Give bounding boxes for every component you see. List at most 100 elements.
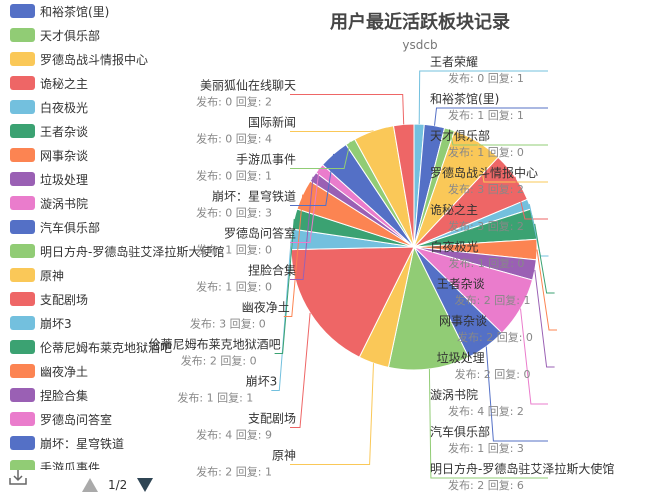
legend-item[interactable]: 手游瓜事件: [10, 457, 100, 470]
legend-item[interactable]: 明日方舟-罗德岛驻艾泽拉斯大使馆: [10, 241, 224, 261]
legend-item[interactable]: 汽车俱乐部: [10, 217, 100, 237]
legend-swatch: [10, 148, 35, 162]
legend-item[interactable]: 天才俱乐部: [10, 25, 100, 45]
legend-swatch: [10, 268, 35, 282]
legend-item[interactable]: 幽夜净土: [10, 361, 88, 381]
slice-name-label: 王者荣耀: [430, 55, 478, 69]
label-leader-line: [290, 130, 374, 132]
slice-value-label: 发布: 1 回复: 1: [448, 108, 524, 122]
legend-pager: 1/2: [82, 478, 154, 492]
legend-item[interactable]: 崩坏：星穹铁道: [10, 433, 124, 453]
slice-name-label: 诡秘之主: [430, 203, 478, 217]
label-leader-line: [485, 346, 548, 442]
legend-item[interactable]: 垃圾处理: [10, 169, 88, 189]
legend-swatch: [10, 316, 35, 330]
slice-name-label: 国际新闻: [248, 115, 296, 130]
slice-value-label: 发布: 2 回复: 6: [448, 478, 524, 492]
legend-label: 明日方舟-罗德岛驻艾泽拉斯大使馆: [40, 244, 225, 259]
label-leader-line: [290, 141, 351, 169]
slice-name-label: 手游瓜事件: [236, 153, 296, 167]
slice-value-label: 发布: 1 回复: 0: [449, 256, 525, 270]
legend-label: 汽车俱乐部: [40, 220, 101, 235]
legend-item[interactable]: 崩坏3: [10, 313, 72, 333]
slice-name-label: 明日方舟-罗德岛驻艾泽拉斯大使馆: [430, 461, 614, 476]
label-leader-line: [271, 239, 292, 391]
slice-name-label: 和裕茶馆(里): [430, 91, 499, 106]
legend: 和裕茶馆(里) 天才俱乐部罗德岛战斗情报中心 诡秘之主白夜极光王者杂谈网事杂谈垃圾处…: [10, 0, 230, 470]
pie-slice[interactable]: [387, 245, 470, 371]
slice-value-label: 发布: 3 回复: 2: [448, 219, 524, 233]
legend-item[interactable]: 罗德岛战斗情报中心: [10, 49, 148, 69]
pie-slice[interactable]: [392, 123, 415, 248]
legend-page-indicator: 1/2: [108, 478, 128, 492]
slice-value-label: 发布: 2 回复: 0: [181, 354, 257, 368]
slice-value-label: 发布: 3 回复: 0: [190, 317, 266, 331]
label-leader-line: [290, 312, 311, 428]
slice-name-label: 汽车俱乐部: [430, 424, 490, 439]
label-leader-line: [290, 176, 314, 280]
legend-swatch: [10, 100, 35, 114]
legend-label: 网事杂谈: [40, 148, 89, 163]
legend-item[interactable]: 和裕茶馆(里): [10, 1, 109, 21]
slice-value-label: 发布: 0 回复: 1: [196, 169, 272, 183]
slice-name-label: 白夜极光: [431, 239, 479, 254]
legend-item[interactable]: 诡秘之主: [10, 73, 88, 93]
label-leader-line: [520, 308, 548, 405]
legend-item[interactable]: 王者杂谈: [10, 121, 88, 141]
label-leader-line: [534, 223, 555, 294]
label-leader-line: [514, 176, 548, 220]
label-leader-line: [283, 194, 304, 317]
legend-label: 白夜极光: [40, 100, 89, 115]
legend-page-up-icon[interactable]: [82, 478, 98, 492]
legend-swatch: [10, 412, 35, 426]
legend-swatch: [10, 52, 35, 66]
slice-name-label: 伦蒂尼姆布莱克地狱酒吧: [149, 337, 281, 352]
slice-value-label: 发布: 2 回复: 0: [457, 330, 533, 344]
download-icon[interactable]: [8, 468, 28, 486]
slice-name-label: 天才俱乐部: [430, 128, 490, 143]
legend-item[interactable]: 支配剧场: [10, 289, 88, 309]
label-leader-line: [418, 70, 548, 125]
legend-swatch: [10, 244, 35, 258]
legend-label: 原神: [40, 268, 65, 283]
slice-name-label: 幽夜净土: [242, 300, 290, 315]
slice-name-label: 垃圾处理: [437, 350, 485, 365]
legend-label: 漩涡书院: [40, 196, 89, 211]
legend-label: 伦蒂尼姆布莱克地狱酒吧: [40, 340, 173, 355]
legend-swatch: [10, 196, 35, 210]
legend-label: 罗德岛问答室: [40, 412, 113, 427]
label-leader-line: [290, 153, 335, 206]
legend-swatch: [10, 388, 35, 402]
legend-item[interactable]: 漩涡书院: [10, 193, 88, 213]
legend-item[interactable]: 罗德岛问答室: [10, 409, 112, 429]
legend-item[interactable]: 伦蒂尼姆布莱克地狱酒吧: [10, 337, 172, 357]
legend-swatch: [10, 124, 35, 138]
slice-name-label: 罗德岛问答室: [224, 226, 296, 241]
legend-label: 垃圾处理: [40, 172, 89, 187]
legend-swatch: [10, 76, 35, 90]
slice-value-label: 发布: 0 回复: 2: [196, 95, 272, 109]
slice-name-label: 漩涡书院: [430, 388, 478, 402]
label-leader-line: [274, 218, 295, 354]
legend-item[interactable]: 网事杂谈: [10, 145, 88, 165]
slice-name-label: 美丽狐仙在线聊天: [200, 79, 296, 93]
legend-swatch: [10, 364, 35, 378]
slice-value-label: 发布: 1 回复: 0: [196, 243, 272, 257]
legend-label: 和裕茶馆(里): [40, 4, 110, 19]
legend-swatch: [10, 292, 35, 306]
chart-subtitle: ysdcb: [402, 38, 438, 52]
slice-value-label: 发布: 2 回复: 1: [196, 465, 272, 479]
legend-item[interactable]: 白夜极光: [10, 97, 88, 117]
legend-page-down-icon[interactable]: [137, 478, 154, 492]
label-leader-line: [290, 363, 374, 465]
label-leader-line: [536, 249, 557, 331]
legend-swatch: [10, 220, 35, 234]
legend-item[interactable]: 捏脸合集: [10, 385, 88, 405]
legend-swatch: [10, 460, 35, 470]
pie-slice[interactable]: [290, 246, 415, 358]
legend-label: 王者杂谈: [40, 124, 89, 139]
legend-item[interactable]: 原神: [10, 265, 64, 285]
slice-value-label: 发布: 1 回复: 1: [177, 391, 253, 405]
legend-swatch: [10, 436, 35, 450]
